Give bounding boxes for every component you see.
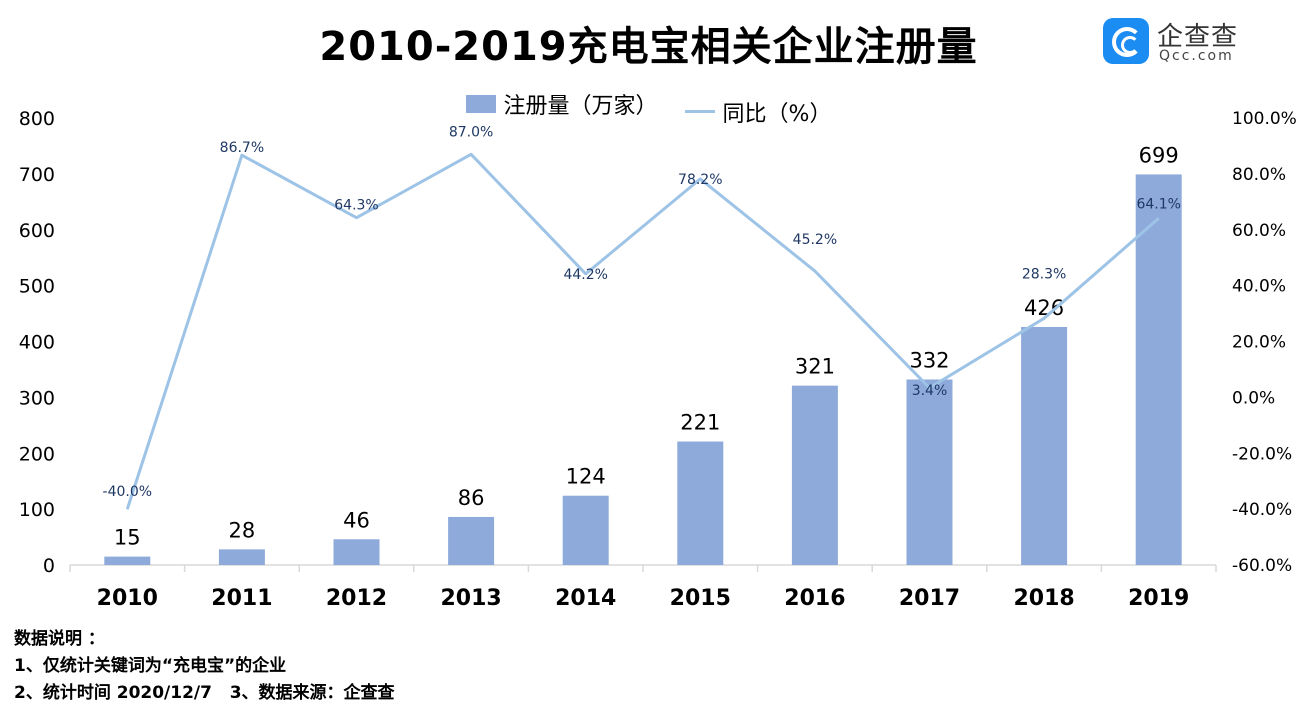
bar-2017 <box>906 379 953 565</box>
x-tick-label-2016: 2016 <box>784 586 845 611</box>
yoy-label-2018: 28.3% <box>1022 266 1066 282</box>
legend-bar-label: 注册量（万家） <box>503 94 658 119</box>
y-left-tick-label: 700 <box>19 164 55 186</box>
yoy-label-2014: 44.2% <box>563 267 607 283</box>
y-right-tick-label: 80.0% <box>1232 165 1286 185</box>
bar-label-2017: 332 <box>909 348 949 372</box>
bar-label-2012: 46 <box>343 508 370 532</box>
yoy-label-2015: 78.2% <box>678 172 722 188</box>
x-tick-label-2012: 2012 <box>326 586 387 611</box>
y-left-tick-label: 0 <box>43 555 55 577</box>
legend-item-line: 同比（%） <box>684 96 832 128</box>
yoy-point-2016 <box>814 270 816 272</box>
yoy-label-2012: 64.3% <box>334 198 378 214</box>
logo-name: 企查查 <box>1157 22 1239 52</box>
yoy-label-2010: -40.0% <box>103 484 153 500</box>
legend-line-label: 同比（%） <box>722 101 832 127</box>
bar-label-2015: 221 <box>680 411 720 435</box>
x-tick-label-2010: 2010 <box>97 586 158 611</box>
yoy-point-2015 <box>699 178 701 180</box>
yoy-point-2019 <box>1158 217 1160 219</box>
data-notes: 数据说明 ： 1、仅统计关键词为“充电宝”的企业 2、统计时间 2020/12/… <box>14 626 395 707</box>
chart-title: 2010-2019充电宝相关企业注册量 <box>319 24 978 70</box>
chart-legend: 注册量（万家） 同比（%） <box>0 88 1297 128</box>
notes-heading: 数据说明 ： <box>14 629 105 649</box>
x-tick-label-2018: 2018 <box>1013 586 1074 611</box>
y-left-tick-label: 500 <box>19 276 55 298</box>
x-tick-label-2017: 2017 <box>899 586 960 611</box>
x-tick-label-2019: 2019 <box>1128 586 1189 611</box>
y-right-tick-label: -20.0% <box>1232 444 1292 464</box>
y-right-tick-label: -60.0% <box>1232 556 1292 576</box>
bar-2011 <box>218 549 265 565</box>
chart-svg: 0 100 200 300 400 500 600 700 800 -60.0% -40.0% -20… <box>19 108 1297 611</box>
x-tick-label-2015: 2015 <box>670 586 731 611</box>
bar-2019 <box>1135 174 1182 565</box>
bar-2015 <box>677 441 724 565</box>
yoy-point-2018 <box>1043 317 1045 319</box>
logo-domain: Qcc.com <box>1159 48 1234 64</box>
y-right-tick-label: -40.0% <box>1232 500 1292 520</box>
x-tick-label-2013: 2013 <box>440 586 501 611</box>
y-left-tick-label: 200 <box>19 443 55 465</box>
yoy-point-2014 <box>585 273 587 275</box>
yoy-point-2013 <box>470 153 472 155</box>
y-right-tick-label: 20.0% <box>1232 333 1286 353</box>
y-left-tick-label: 100 <box>19 499 55 521</box>
yoy-point-2012 <box>356 217 357 219</box>
y-right-tick-label: 0.0% <box>1232 388 1275 408</box>
legend-line-swatch <box>684 110 715 113</box>
y-left-tick-label: 800 <box>19 108 55 130</box>
notes-line-1: 1、仅统计关键词为“充电宝”的企业 <box>14 656 287 676</box>
yoy-point-2010 <box>126 508 128 510</box>
yoy-label-2017: 3.4% <box>912 383 948 399</box>
y-right-tick-label: 100.0% <box>1232 109 1297 129</box>
notes-line-2: 2、统计时间 2020/12/7 3、数据来源：企查查 <box>14 683 395 703</box>
y-left-tick-label: 600 <box>19 220 55 242</box>
y-right-tick-label: 40.0% <box>1232 277 1286 297</box>
bar-label-2016: 321 <box>795 355 835 379</box>
bar-2014 <box>562 495 609 565</box>
x-tick-label-2011: 2011 <box>211 586 272 611</box>
bar-label-2010: 15 <box>114 526 141 550</box>
legend-item-bar: 注册量（万家） <box>465 88 658 120</box>
bar-2013 <box>448 516 495 565</box>
bar-label-2019: 699 <box>1139 143 1179 167</box>
yoy-label-2011: 86.7% <box>220 140 264 156</box>
yoy-point-2017 <box>929 387 930 389</box>
legend-bar-swatch <box>465 95 496 113</box>
bar-2012 <box>333 539 380 565</box>
bar-label-2014: 124 <box>566 465 606 489</box>
bar-2016 <box>791 385 838 565</box>
bar-2018 <box>1021 326 1068 565</box>
y-left-tick-label: 300 <box>19 387 55 409</box>
yoy-line <box>125 152 1160 510</box>
yoy-label-2016: 45.2% <box>793 232 837 248</box>
yoy-label-2019: 64.1% <box>1136 196 1180 212</box>
bar-2010 <box>104 556 151 565</box>
y-left-tick-label: 400 <box>19 332 55 354</box>
x-tick-label-2014: 2014 <box>555 586 616 611</box>
yoy-point-2011 <box>241 154 243 156</box>
qcc-logo: 企查查 Qcc.com <box>1103 16 1253 66</box>
qcc-logo-icon <box>1103 18 1149 64</box>
y-right-tick-label: 60.0% <box>1232 221 1286 241</box>
bar-label-2013: 86 <box>458 486 485 510</box>
yoy-label-2013: 87.0% <box>449 124 493 140</box>
bar-label-2011: 28 <box>229 518 256 542</box>
